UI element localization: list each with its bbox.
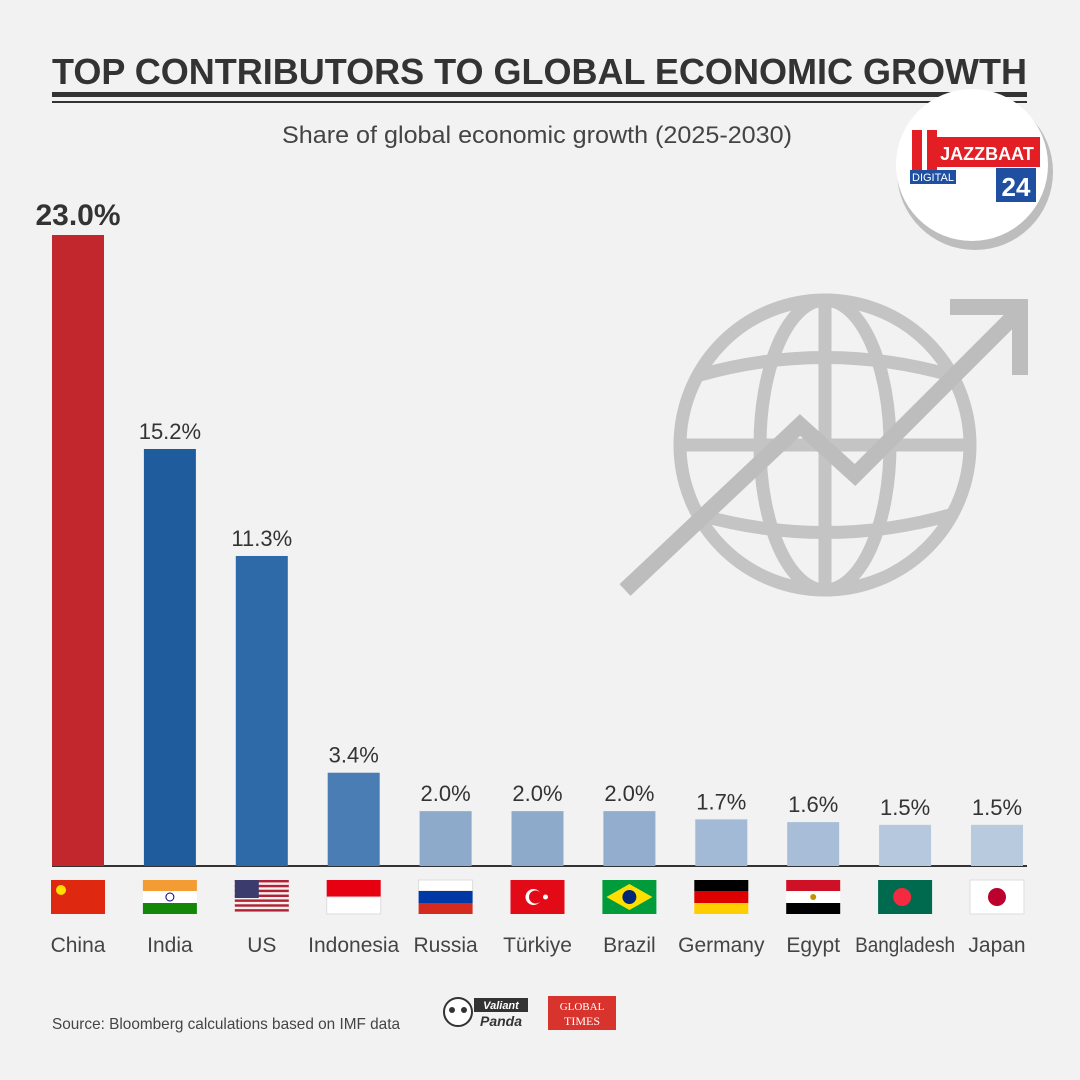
flag-part xyxy=(622,890,637,904)
flag-part xyxy=(694,903,749,914)
value-label: 3.4% xyxy=(329,743,379,768)
flag xyxy=(234,880,289,912)
flag-part xyxy=(142,891,197,903)
flag xyxy=(51,880,105,914)
value-label: 2.0% xyxy=(421,781,471,806)
flag-part xyxy=(543,894,548,900)
chart-subtitle: Share of global economic growth (2025-20… xyxy=(282,122,792,149)
value-label: 11.3% xyxy=(231,526,292,551)
flag xyxy=(602,880,657,914)
title-rule xyxy=(52,101,1027,103)
chart-title: TOP CONTRIBUTORS TO GLOBAL ECONOMIC GROW… xyxy=(52,51,1027,92)
globe-icon xyxy=(619,293,1028,597)
flag-part xyxy=(234,880,289,883)
bar xyxy=(52,235,104,866)
flag-part xyxy=(326,880,381,897)
flag-part xyxy=(969,879,1025,915)
x-tick-label: Türkiye xyxy=(503,934,572,957)
value-label: 2.0% xyxy=(512,781,562,806)
flag-part xyxy=(56,885,66,895)
flag xyxy=(969,879,1025,915)
value-label: 1.6% xyxy=(788,792,838,817)
flag xyxy=(878,880,933,914)
value-label: 1.7% xyxy=(696,789,746,814)
logo-text: Panda xyxy=(480,1013,522,1029)
value-label: 15.2% xyxy=(139,419,201,444)
logo-text: TIMES xyxy=(564,1014,600,1028)
flag xyxy=(694,880,749,914)
watermark: JAZZBAAT DIGITAL 24 xyxy=(896,89,1053,250)
flag-part xyxy=(234,884,289,888)
flag-part xyxy=(165,892,175,902)
bar xyxy=(327,772,380,866)
source-note: Source: Bloomberg calculations based on … xyxy=(52,1016,400,1033)
value-label: 1.5% xyxy=(880,795,930,820)
bar xyxy=(419,811,472,866)
flag-part xyxy=(234,889,289,893)
flag-part xyxy=(893,888,912,906)
flag-part xyxy=(810,894,817,900)
flag-part xyxy=(418,903,473,914)
flag-part xyxy=(786,903,841,914)
x-tick-label: Indonesia xyxy=(308,934,399,957)
flag-part xyxy=(418,879,474,892)
x-tick-label: Bangladesh xyxy=(855,934,955,957)
flag-part xyxy=(988,888,1006,906)
flag-part xyxy=(786,880,841,891)
bar xyxy=(695,819,748,866)
watermark-number: 24 xyxy=(1002,172,1031,202)
logo-text: GLOBAL xyxy=(560,1001,605,1013)
flag-part xyxy=(234,894,289,897)
flag-part xyxy=(326,896,382,915)
flag-part xyxy=(142,903,197,914)
flag xyxy=(142,880,197,914)
x-tick-label: Japan xyxy=(968,934,1025,957)
flag xyxy=(510,880,565,914)
watermark-tag: DIGITAL xyxy=(912,172,954,184)
flag-part xyxy=(51,880,105,914)
value-label: 23.0% xyxy=(35,199,120,232)
flag-part xyxy=(694,880,749,891)
x-tick-label: US xyxy=(247,934,276,957)
x-tick-label: Russia xyxy=(413,934,478,957)
value-label: 1.5% xyxy=(972,795,1022,820)
flag-part xyxy=(694,891,749,903)
x-tick-label: India xyxy=(147,934,193,957)
panda-logo: Valiant Panda xyxy=(443,997,528,1029)
x-tick-label: China xyxy=(51,934,106,957)
flag xyxy=(418,879,474,914)
x-tick-label: Brazil xyxy=(603,934,656,957)
bar xyxy=(787,822,840,866)
bar xyxy=(511,811,564,866)
value-label: 2.0% xyxy=(604,781,654,806)
x-tick-label: Germany xyxy=(678,934,765,957)
flag-part xyxy=(234,899,289,902)
flag-part xyxy=(234,880,259,898)
watermark-name: JAZZBAAT xyxy=(940,144,1034,164)
bar xyxy=(143,448,196,866)
times-logo: GLOBAL TIMES xyxy=(548,996,616,1030)
title-rule xyxy=(52,92,1027,97)
flag xyxy=(326,880,382,915)
x-tick-label: Egypt xyxy=(786,934,840,957)
bar xyxy=(879,824,932,866)
logo-text: Valiant xyxy=(483,1000,520,1012)
flag-part xyxy=(418,891,473,903)
flag-part xyxy=(529,890,542,904)
flag-part xyxy=(234,904,289,907)
flag-part xyxy=(142,880,197,891)
bar xyxy=(235,555,288,866)
bar xyxy=(603,811,656,866)
flag-part xyxy=(234,909,289,912)
bar xyxy=(971,824,1023,866)
flag xyxy=(786,880,841,914)
